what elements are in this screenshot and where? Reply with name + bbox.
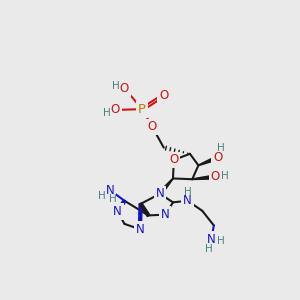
- Text: H: H: [205, 244, 213, 254]
- Polygon shape: [158, 178, 173, 195]
- Text: O: O: [111, 103, 120, 116]
- Text: O: O: [120, 82, 129, 95]
- Text: H: H: [221, 171, 229, 181]
- Text: N: N: [113, 205, 122, 218]
- Text: H: H: [103, 108, 111, 118]
- Text: H: H: [217, 143, 225, 153]
- Polygon shape: [192, 175, 215, 179]
- Text: O: O: [211, 170, 220, 183]
- Text: O: O: [213, 151, 222, 164]
- Text: N: N: [106, 184, 114, 196]
- Text: H: H: [112, 81, 120, 91]
- Text: O: O: [159, 89, 168, 102]
- Text: H: H: [109, 194, 117, 204]
- Text: P: P: [138, 103, 146, 116]
- Text: N: N: [207, 233, 216, 246]
- Text: H: H: [98, 191, 105, 201]
- Text: O: O: [169, 154, 178, 166]
- Text: H: H: [184, 187, 191, 196]
- Text: N: N: [161, 208, 170, 221]
- Text: N: N: [155, 187, 164, 200]
- Polygon shape: [198, 156, 218, 166]
- Text: N: N: [183, 194, 192, 207]
- Text: H: H: [217, 236, 225, 246]
- Text: O: O: [148, 120, 157, 134]
- Text: N: N: [136, 223, 144, 236]
